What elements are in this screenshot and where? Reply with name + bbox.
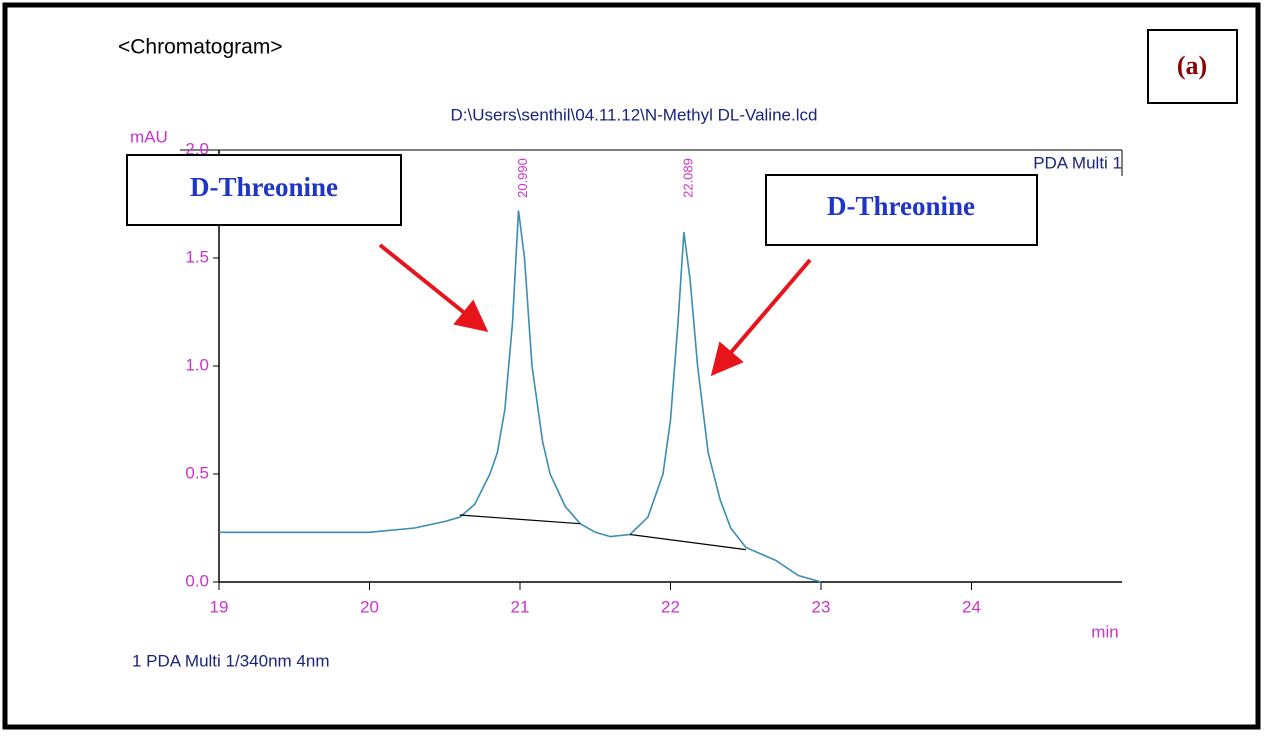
chart-title: D:\Users\senthil\04.11.12\N-Methyl DL-Va… [451, 105, 818, 124]
y-tick-label: 0.5 [185, 463, 209, 482]
peak-label: 20.990 [515, 158, 530, 198]
baseline [629, 533, 746, 551]
x-tick-label: 19 [210, 597, 229, 616]
y-tick-label: 1.0 [185, 355, 209, 374]
peak-label: 22.089 [680, 158, 695, 198]
y-tick-label: 2.0 [185, 139, 209, 158]
x-axis-label: min [1091, 622, 1118, 641]
series-name: PDA Multi 1 [1033, 153, 1122, 172]
arrow [378, 243, 489, 333]
baseline [459, 514, 581, 525]
y-axis-label: mAU [130, 127, 168, 146]
x-tick-label: 24 [962, 597, 981, 616]
annotation-box [126, 154, 402, 226]
plot: 0.0 0.5 1.0 1.5 2.0 19 20 21 22 23 24 20.990 22.089 [185, 139, 981, 616]
y-tick-label: 0.0 [185, 571, 209, 590]
y-tick-label: 1.5 [185, 247, 209, 266]
panel-label: (a) [1177, 51, 1207, 80]
heading: <Chromatogram> [118, 36, 283, 59]
annotation-box [765, 174, 1038, 246]
annotation: D-Threonine [827, 191, 975, 221]
arrow [710, 258, 812, 377]
x-tick-label: 22 [661, 597, 680, 616]
x-tick-label: 20 [360, 597, 379, 616]
x-tick-label: 21 [511, 597, 530, 616]
x-tick-label: 23 [812, 597, 831, 616]
panel-box [1147, 29, 1238, 104]
annotation: D-Threonine [190, 172, 338, 202]
legend: 1 PDA Multi 1/340nm 4nm [132, 651, 329, 670]
